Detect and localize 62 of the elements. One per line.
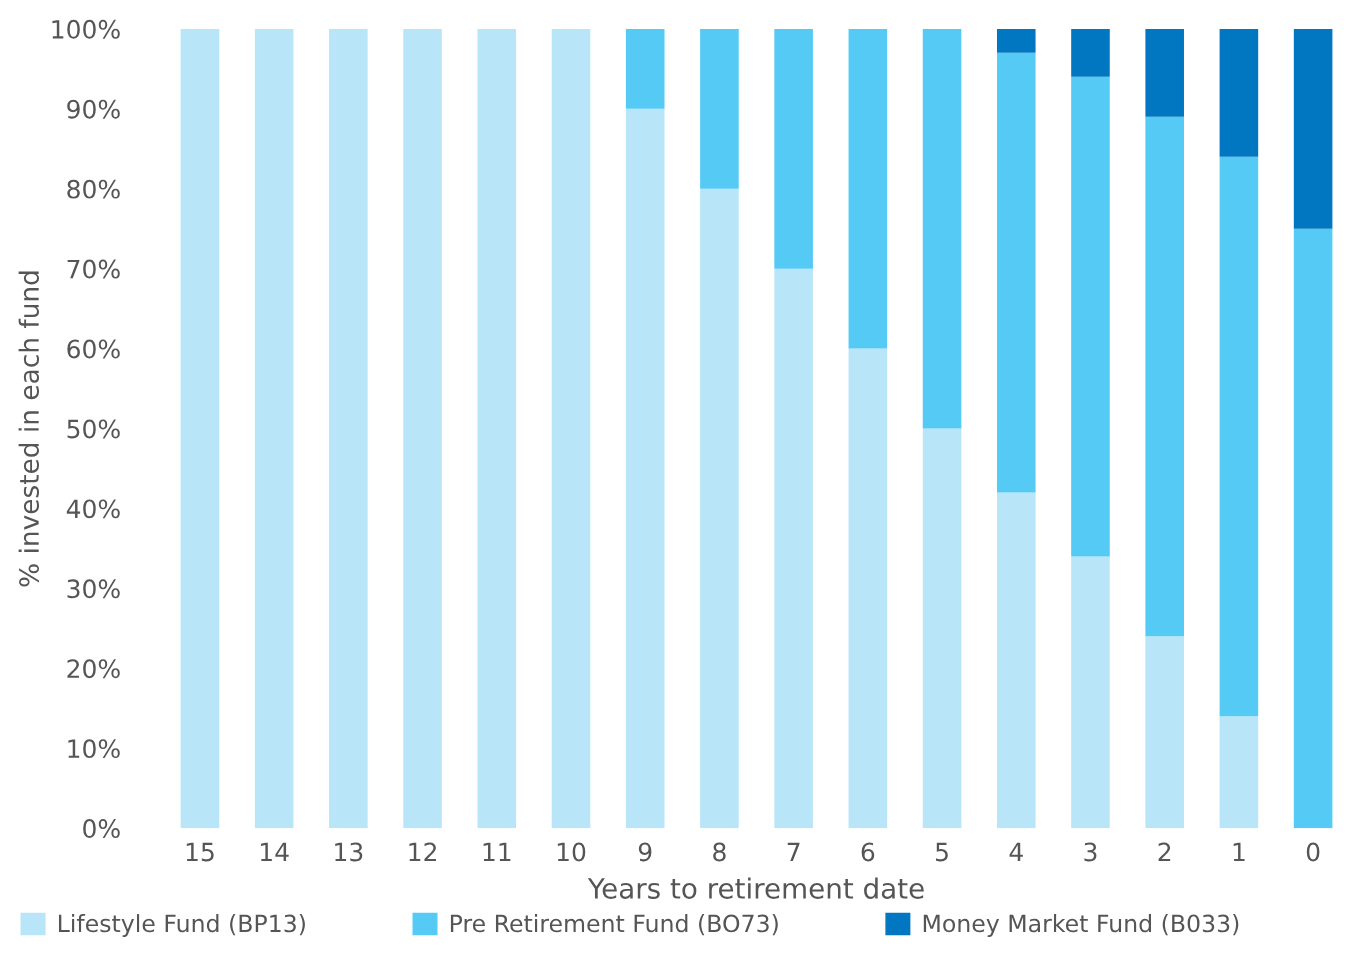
y-axis-title: % invested in each fund: [18, 271, 40, 587]
x-tick-label: 6: [861, 842, 875, 862]
x-tick-label: 7: [787, 842, 800, 862]
bar: [551, 28, 591, 829]
y-tick-label: 100%: [52, 19, 120, 39]
x-tick-label: 2: [1158, 842, 1171, 862]
bar: [774, 268, 813, 829]
bar: [254, 28, 294, 829]
x-axis-title: Years to retirement date: [587, 877, 924, 899]
x-tick-label: 14: [261, 842, 289, 862]
x-tick-label: 8: [713, 842, 726, 862]
bar: [1145, 116, 1184, 637]
bar: [774, 28, 813, 269]
x-tick-label: 13: [335, 842, 363, 862]
x-tick-label: 10: [557, 842, 586, 862]
x-tick-label: 0: [1306, 842, 1320, 862]
bar: [1219, 156, 1259, 717]
bar: [625, 28, 665, 109]
legend-label: Pre Retirement Fund (BO73): [450, 914, 778, 936]
y-tick-label: 30%: [67, 579, 120, 599]
bar: [700, 188, 739, 829]
bar: [1071, 76, 1110, 557]
bar: [996, 492, 1036, 829]
y-tick-label: 80%: [67, 179, 120, 199]
legend-label: Lifestyle Fund (BP13): [58, 914, 305, 937]
bar: [1219, 28, 1259, 157]
bar: [1145, 28, 1184, 117]
y-tick-label: 60%: [67, 339, 120, 359]
bar: [700, 28, 739, 189]
y-tick-label: 40%: [66, 499, 120, 519]
y-tick-label: 70%: [67, 259, 120, 279]
bar: [848, 348, 888, 829]
bar: [1071, 556, 1110, 829]
x-tick-label: 3: [1084, 842, 1097, 862]
bar: [1219, 716, 1259, 829]
y-tick-label: 0%: [83, 819, 120, 839]
bar: [180, 28, 220, 829]
x-tick-label: 4: [1009, 842, 1023, 862]
bar: [922, 28, 962, 429]
bar: [1293, 228, 1333, 829]
bar: [1293, 28, 1333, 229]
y-tick-label: 20%: [67, 659, 120, 679]
x-tick-label: 15: [186, 842, 214, 862]
x-tick-label: 1: [1233, 842, 1245, 862]
y-tick-label: 50%: [67, 419, 120, 439]
legend-label: Money Market Fund (B033): [923, 914, 1239, 937]
bar: [1145, 636, 1184, 829]
bar: [477, 28, 517, 829]
bar: [625, 108, 665, 829]
bar: [403, 28, 442, 829]
bar: [996, 52, 1036, 493]
x-tick-label: 9: [638, 842, 652, 862]
x-tick-label: 5: [936, 842, 948, 862]
x-tick-label: 12: [409, 842, 436, 862]
bar: [1071, 28, 1110, 77]
bar: [922, 428, 962, 829]
y-tick-label: 90%: [67, 99, 120, 119]
bar: [996, 28, 1036, 53]
x-tick-label: 11: [483, 842, 511, 862]
bar: [329, 28, 368, 829]
bar: [848, 28, 888, 349]
y-tick-label: 10%: [68, 739, 120, 759]
